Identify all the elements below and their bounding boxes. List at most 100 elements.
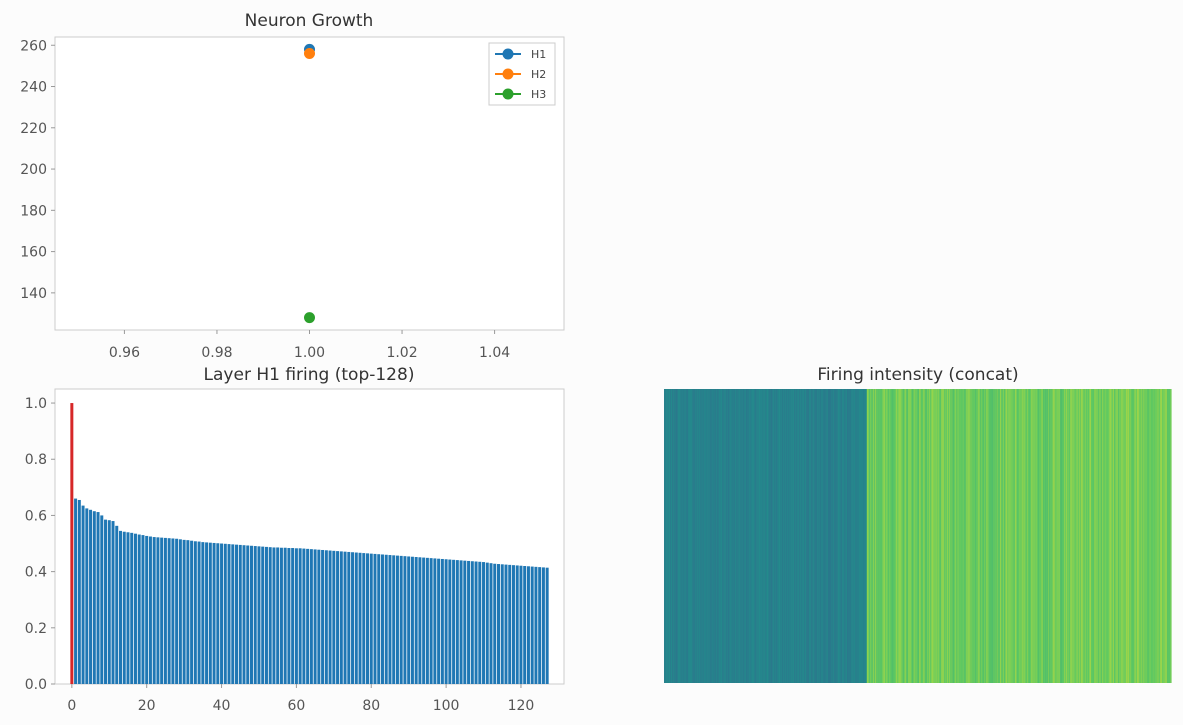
heatmap-cell <box>808 389 811 683</box>
heatmap-cell <box>705 389 707 683</box>
heatmap-cell <box>874 389 877 683</box>
heatmap-cell <box>994 389 996 683</box>
heatmap-cell <box>1124 389 1126 683</box>
heatmap-cell <box>1006 389 1008 683</box>
heatmap-cell <box>1153 389 1155 683</box>
heatmap-cell <box>827 389 830 683</box>
heatmap-cell <box>674 389 676 683</box>
growth-y-tick-label: 220 <box>20 121 47 137</box>
heatmap-cell <box>934 389 937 683</box>
heatmap-cell <box>677 389 679 683</box>
heatmap-cell <box>1085 389 1087 683</box>
firing-bar <box>467 560 471 684</box>
firing-bar <box>220 543 224 684</box>
heatmap-cell <box>909 389 911 683</box>
heatmap-cell <box>1031 389 1033 683</box>
heatmap-cell <box>1163 389 1166 683</box>
heatmap-cell <box>1119 389 1121 683</box>
heatmap-cell <box>697 389 699 683</box>
heatmap-cell <box>805 389 808 683</box>
heatmap-cell <box>667 389 669 683</box>
firing-x-tick-label: 120 <box>508 698 535 714</box>
growth-point-h2 <box>304 48 315 60</box>
heatmap-cell <box>900 389 903 683</box>
heatmap-cell <box>1106 389 1109 683</box>
firing-bar <box>92 511 96 684</box>
firing-bar <box>193 541 197 684</box>
firing-bar <box>519 565 523 684</box>
heatmap-cell <box>965 389 967 683</box>
heatmap-cell <box>1028 389 1030 683</box>
heatmap-cell <box>1079 389 1082 683</box>
heatmap-cell <box>670 389 672 683</box>
heatmap-cell <box>1136 389 1139 683</box>
firing-bar <box>482 562 486 684</box>
heatmap-cell <box>681 389 683 683</box>
heatmap-cell <box>918 389 920 683</box>
heatmap-cell <box>751 389 753 683</box>
heatmap-cell <box>978 389 980 683</box>
heatmap-cell <box>689 389 691 683</box>
heatmap-cell <box>755 389 757 683</box>
growth-y-tick-label: 240 <box>20 80 47 96</box>
heatmap-cell <box>749 389 751 683</box>
firing-bar <box>534 566 538 684</box>
heatmap-cell <box>965 389 968 683</box>
growth-y-tick-label: 260 <box>20 38 47 54</box>
heatmap-cell <box>1154 389 1156 683</box>
heatmap-cell <box>949 389 952 683</box>
heatmap-cell <box>1114 389 1117 683</box>
heatmap-cell <box>846 389 848 683</box>
firing-bar <box>410 556 414 684</box>
heatmap-cell <box>728 389 730 683</box>
heatmap-cell <box>1051 389 1053 683</box>
heatmap-cell <box>849 389 851 683</box>
firing-bars <box>70 403 549 684</box>
heatmap-cell <box>1134 389 1136 683</box>
firing-bar <box>74 498 78 684</box>
heatmap-cell <box>801 389 803 683</box>
heatmap-cell <box>899 389 901 683</box>
heatmap-cell <box>1166 389 1168 683</box>
heatmap-cell <box>953 389 956 683</box>
heatmap-cell <box>1037 389 1040 683</box>
firing-bar <box>403 556 407 684</box>
heatmap-cell <box>1108 389 1110 683</box>
heatmap-cell <box>739 389 741 683</box>
heatmap-cell <box>740 389 743 683</box>
heatmap-cell <box>1060 389 1062 683</box>
firing-bar <box>186 540 190 684</box>
firing-bar <box>414 557 418 684</box>
heatmap-cell <box>913 389 915 683</box>
heatmap-cell <box>735 389 737 683</box>
heatmap-cell <box>968 389 970 683</box>
heatmap-cell <box>1160 389 1163 683</box>
firing-bar <box>380 554 384 684</box>
heatmap-cell <box>998 389 1000 683</box>
firing-bar <box>358 552 362 684</box>
firing-bar <box>238 544 242 684</box>
heatmap-cell <box>946 389 948 683</box>
heatmap-cell <box>1003 389 1006 683</box>
heatmap-cell <box>708 389 710 683</box>
heatmap-cell <box>964 389 966 683</box>
heatmap-cell <box>1140 389 1142 683</box>
firing-bar <box>448 559 452 684</box>
heatmap-cell <box>950 389 953 683</box>
heatmap-cell <box>732 389 734 683</box>
firing-bar <box>111 521 115 684</box>
heatmap-cell <box>680 389 683 683</box>
heatmap-cell <box>1066 389 1068 683</box>
heatmap-cell <box>863 389 866 683</box>
heatmap-cell <box>1032 389 1034 683</box>
heatmap-cell <box>947 389 949 683</box>
heatmap-cell <box>1136 389 1138 683</box>
heatmap-cell <box>1157 389 1159 683</box>
heatmap-cell <box>1021 389 1023 683</box>
firing-bar <box>115 525 119 684</box>
heatmap-cell <box>936 389 938 683</box>
heatmap-cell <box>1148 389 1151 683</box>
heatmap-cell <box>848 389 850 683</box>
heatmap-cell <box>1167 389 1169 683</box>
